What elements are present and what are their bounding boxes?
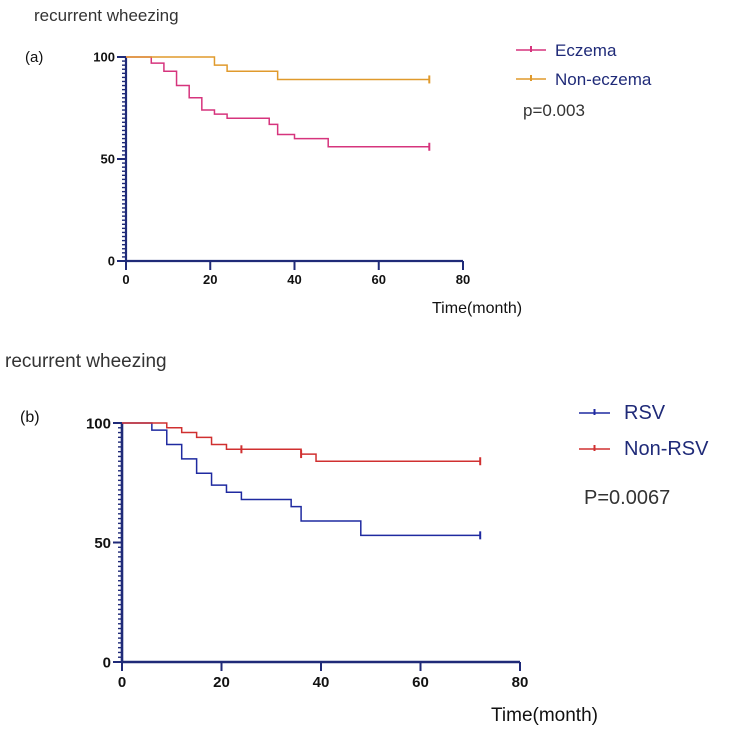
y-tick-label-b: 100	[86, 415, 111, 432]
x-tick-label-a: 80	[456, 272, 470, 287]
panel-label-a: (a)	[25, 49, 44, 66]
legend-label-eczema: Eczema	[555, 41, 617, 60]
y-tick-label-a: 0	[108, 254, 115, 269]
chart-a-svg: 0 50 100 0 20 40 60 80 Time(month)	[93, 46, 546, 317]
chart-panel-b: recurrent wheezing (b) 0 50 100 0 20 40 60 80 Ti…	[0, 340, 729, 730]
chart-b-svg: 0 50 100 0 20 40 60 80 Time(month)	[86, 409, 610, 726]
x-tick-label-a: 40	[287, 272, 301, 287]
p-value-b: P=0.0067	[584, 487, 671, 509]
chart-title-a: recurrent wheezing	[34, 6, 179, 25]
y-tick-label-a: 100	[93, 50, 115, 65]
p-value-a: p=0.003	[523, 101, 585, 120]
y-tick-label-a: 50	[101, 152, 115, 167]
x-tick-label-b: 60	[412, 674, 429, 691]
series-line-non-eczema	[126, 56, 430, 81]
x-tick-label-a: 20	[203, 272, 217, 287]
x-tick-label-b: 80	[512, 674, 529, 691]
legend-label-rsv: RSV	[624, 402, 666, 424]
x-tick-label-a: 0	[122, 272, 129, 287]
x-axis-title-b: Time(month)	[491, 705, 598, 726]
legend-label-non-eczema: Non-eczema	[555, 70, 652, 89]
x-tick-label-b: 0	[118, 674, 126, 691]
x-tick-label-a: 60	[372, 272, 386, 287]
x-axis-title-a: Time(month)	[432, 300, 522, 317]
chart-title-b: recurrent wheezing	[5, 351, 167, 372]
y-tick-label-b: 50	[94, 535, 111, 552]
chart-panel-a: recurrent wheezing (a) 0 50 100 0 20 40 60 80 Ti…	[0, 0, 729, 330]
x-tick-label-b: 40	[313, 674, 330, 691]
y-tick-label-b: 0	[103, 654, 111, 671]
series-line-rsv	[122, 422, 481, 537]
legend-label-non-rsv: Non-RSV	[624, 438, 709, 460]
series-line-eczema	[126, 56, 430, 148]
series-line-non-rsv	[122, 422, 481, 462]
x-tick-label-b: 20	[213, 674, 230, 691]
panel-label-b: (b)	[20, 409, 40, 426]
